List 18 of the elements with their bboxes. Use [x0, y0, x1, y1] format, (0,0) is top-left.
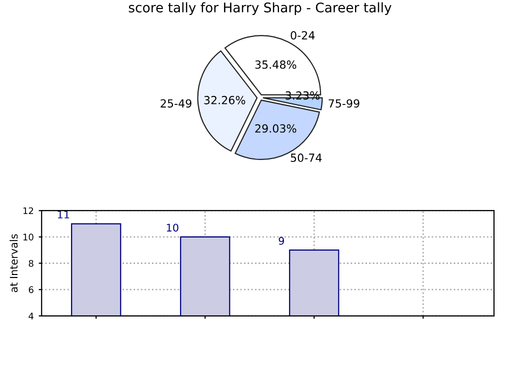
data-label: 10 [166, 224, 178, 232]
data-label: 32.26% [204, 96, 246, 104]
slice-label: 0-24 [290, 31, 315, 40]
slice-label: 50-74 [290, 154, 322, 162]
data-label: 11 [58, 210, 70, 218]
y-tick-label: 10 [23, 234, 34, 240]
data-label: 29.03% [255, 124, 296, 133]
data-label: 35.48% [255, 60, 296, 69]
data-label: 3.23% [286, 91, 320, 100]
data-label: 9 [278, 236, 284, 245]
y-axis-title: at Intervals [10, 234, 18, 292]
slice-label: 25-49 [160, 99, 192, 108]
y-tick-label: 4 [28, 312, 34, 320]
y-tick-label: 8 [28, 260, 34, 267]
chart-title: score tally for Harry Sharp - Career tally [128, 2, 392, 16]
slice-label: 75-99 [328, 99, 360, 108]
y-tick-label: 12 [23, 207, 34, 214]
y-tick-label: 6 [28, 286, 34, 294]
